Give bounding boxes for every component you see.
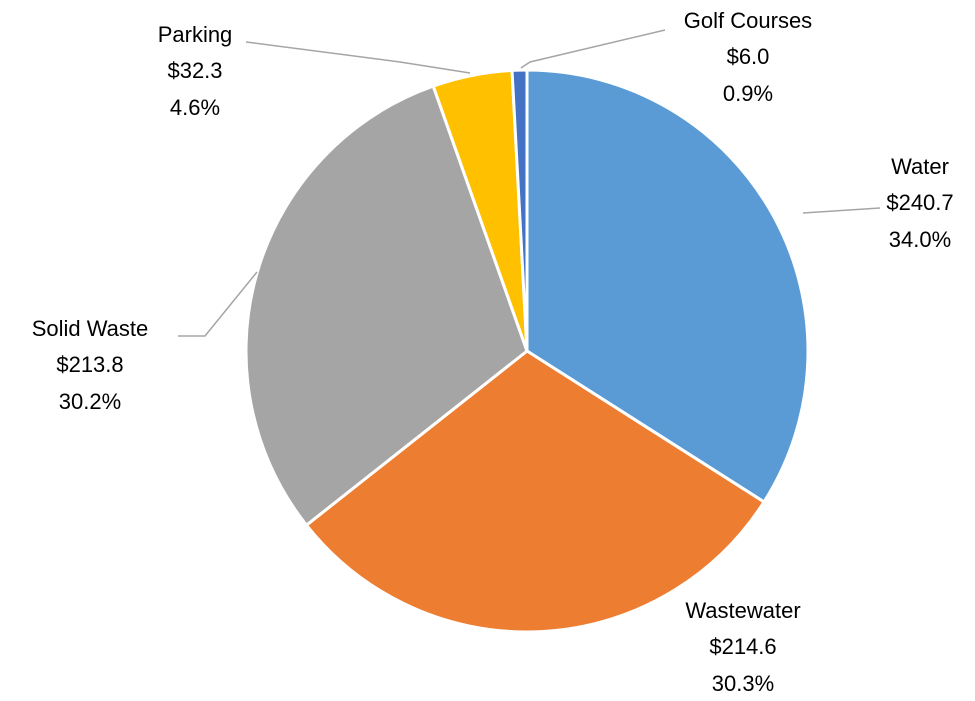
percent-label: 0.9%: [723, 81, 773, 106]
leader-line: [520, 29, 666, 69]
pie-slice: [244, 84, 529, 528]
percent-label: 4.6%: [170, 95, 220, 120]
pie-slice: [304, 349, 767, 634]
value-label: $240.7: [886, 190, 953, 215]
value-label: $6.0: [727, 44, 770, 69]
value-label: $213.8: [56, 352, 123, 377]
pie-slice: [510, 68, 529, 352]
category-label: Parking: [158, 22, 233, 47]
percent-label: 30.3%: [712, 671, 774, 696]
leader-line: [245, 41, 471, 74]
value-label: $32.3: [167, 58, 222, 83]
category-label: Wastewater: [685, 598, 800, 623]
value-label: $214.6: [709, 634, 776, 659]
leader-line: [802, 207, 881, 214]
category-label: Solid Waste: [32, 316, 149, 341]
percent-label: 34.0%: [889, 227, 951, 252]
category-label: Water: [891, 154, 949, 179]
category-label: Golf Courses: [684, 8, 812, 33]
percent-label: 30.2%: [59, 389, 121, 414]
leader-line: [178, 271, 258, 337]
